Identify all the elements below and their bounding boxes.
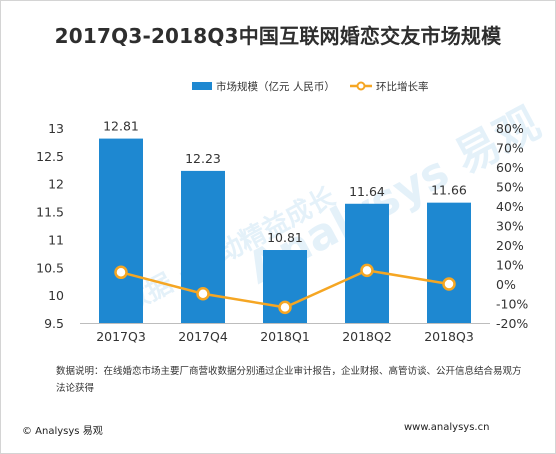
y-right-tick-label: 10% (496, 258, 524, 273)
bar (427, 202, 471, 323)
bar-data-label: 12.81 (103, 119, 139, 134)
x-tick-label: 2017Q3 (96, 329, 146, 344)
chart-title: 2017Q3-2018Q3中国互联网婚恋交友市场规模 (54, 24, 502, 48)
y-right-tick-label: 80% (496, 121, 524, 136)
bar-data-label: 12.23 (185, 151, 221, 166)
y-right-tick-label: -20% (496, 316, 528, 331)
y-left-tick-label: 12 (48, 177, 64, 192)
y-left-tick-label: 9.5 (44, 316, 64, 331)
y-right-tick-label: 60% (496, 160, 524, 175)
bar-data-label: 11.64 (349, 184, 385, 199)
y-left-tick-label: 12.5 (36, 149, 64, 164)
data-note: 数据说明：在线婚恋市场主要厂商营收数据分别通过企业审计报告，企业财报、高管访谈、… (56, 366, 522, 394)
legend-swatch-bar (192, 82, 212, 90)
y-left-tick-label: 11.5 (36, 205, 64, 220)
y-left-tick-label: 13 (48, 121, 64, 136)
legend-label-line: 环比增长率 (376, 80, 429, 93)
y-right-tick-label: 70% (496, 141, 524, 156)
bar-data-label: 11.66 (431, 183, 467, 198)
chart-canvas: 市场规模（亿元 人民币） 环比增长率 9.5 10 10.5 11 11.5 12 12.5 13… (36, 80, 528, 344)
bar (99, 138, 143, 323)
growth-rate-point (196, 287, 210, 301)
y-right-tick-label: 40% (496, 199, 524, 214)
y-right-tick-label: -10% (496, 297, 528, 312)
growth-rate-point (114, 265, 128, 280)
x-tick-label: 2018Q1 (260, 329, 310, 344)
footer-url: www.analysys.cn (404, 422, 490, 433)
x-tick-label: 2018Q3 (424, 329, 474, 344)
growth-rate-point (442, 277, 456, 291)
bar-data-label: 10.81 (267, 230, 303, 245)
y-left-tick-label: 11 (48, 232, 64, 247)
y-right-tick-label: 50% (496, 180, 524, 195)
y-left-tick-label: 10.5 (36, 260, 64, 275)
growth-rate-point (360, 263, 374, 278)
y-right-tick-label: 30% (496, 219, 524, 234)
x-tick-label: 2018Q2 (342, 329, 392, 344)
legend-label-bar: 市场规模（亿元 人民币） (216, 80, 335, 93)
y-right-tick-label: 20% (496, 238, 524, 253)
y-left-tick-label: 10 (48, 288, 64, 303)
growth-rate-point (278, 300, 292, 315)
legend-marker-line (356, 81, 366, 91)
footer-brand: © Analysys 易观 (22, 426, 103, 437)
x-tick-label: 2017Q4 (178, 329, 228, 344)
y-right-tick-label: 0% (496, 277, 516, 292)
bar (345, 203, 389, 323)
